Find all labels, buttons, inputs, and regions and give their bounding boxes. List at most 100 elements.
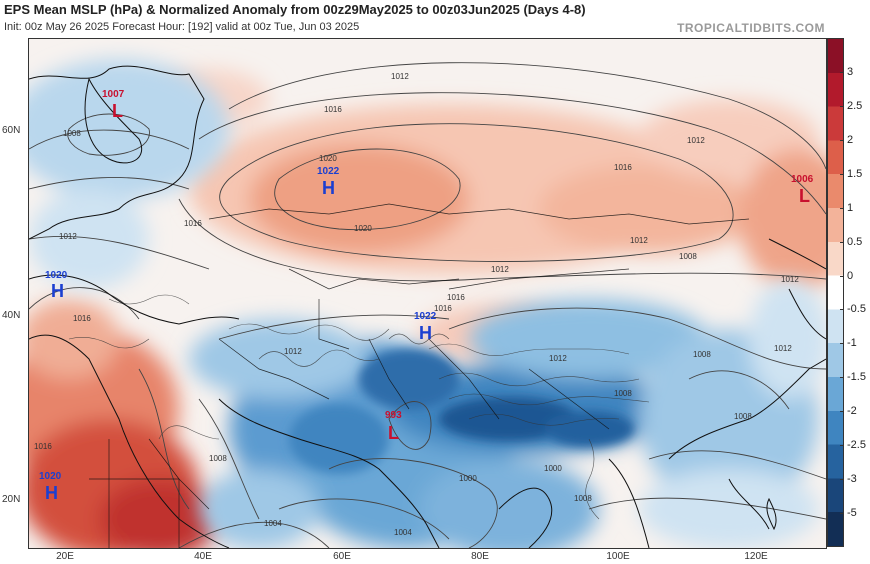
isobar-label: 1008 (574, 494, 592, 503)
colorbar-tick-label: 2 (847, 133, 854, 146)
isobar-label: 1008 (693, 350, 711, 359)
colorbar-tick-mark (840, 445, 844, 447)
colorbar-tick-mark (840, 411, 844, 413)
colorbar-tick-label: 0 (847, 269, 854, 282)
lon-label-80e: 80E (471, 551, 489, 562)
svg-text:1022: 1022 (317, 166, 340, 177)
svg-text:H: H (45, 483, 58, 503)
high-pressure-center: 1020 H (39, 471, 62, 503)
strong-negative-anomaly-fill (289, 349, 634, 474)
lat-label-40n: 40N (2, 310, 21, 321)
isobars (29, 62, 826, 548)
colorbar-tick-mark (840, 479, 844, 481)
isobar-label: 1016 (73, 314, 91, 323)
low-pressure-center: 1007 L (102, 89, 125, 121)
svg-text:1020: 1020 (45, 270, 68, 281)
map-title: EPS Mean MSLP (hPa) & Normalized Anomaly… (4, 2, 586, 17)
colorbar-tick-label: -2.5 (847, 439, 866, 452)
high-pressure-center: 1022 H (414, 311, 437, 343)
colorbar-tick-mark (840, 275, 844, 277)
lon-label-20e: 20E (56, 551, 74, 562)
colorbar-tick-label: 2.5 (847, 99, 863, 112)
isobar-label: 1020 (354, 224, 372, 233)
map-subtitle: Init: 00z May 26 2025 Forecast Hour: [19… (4, 21, 360, 33)
coastlines (29, 65, 826, 548)
colorbar-tick-label: -1.5 (847, 371, 866, 384)
isobar-label: 1008 (209, 454, 227, 463)
isobar-label: 1016 (324, 105, 342, 114)
lon-label-100e: 100E (606, 551, 630, 562)
country-borders (89, 203, 750, 548)
colorbar (827, 38, 844, 547)
isobar-label: 1012 (630, 236, 648, 245)
isobar-label: 1012 (781, 275, 799, 284)
isobar-label: 1008 (614, 389, 632, 398)
lon-label-40e: 40E (194, 551, 212, 562)
svg-text:1006: 1006 (791, 174, 814, 185)
svg-text:L: L (799, 186, 810, 206)
colorbar-tick-label: 1 (847, 201, 854, 214)
colorbar-tick-mark (840, 105, 844, 107)
svg-text:L: L (112, 101, 123, 121)
colorbar-tick-label: -3 (847, 473, 857, 486)
colorbar-tick-mark (840, 207, 844, 209)
svg-text:1007: 1007 (102, 89, 125, 100)
svg-text:1022: 1022 (414, 311, 437, 322)
colorbar-tick-label: -1 (847, 337, 857, 350)
isobar-label: 1004 (264, 519, 282, 528)
isobar-label: 1008 (734, 412, 752, 421)
isobar-label: 1016 (434, 304, 452, 313)
isobar-label: 1012 (391, 72, 409, 81)
lon-label-120e: 120E (744, 551, 768, 562)
svg-text:L: L (388, 423, 399, 443)
negative-anomaly-fill (29, 59, 826, 548)
colorbar-tick-label: 3 (847, 65, 854, 78)
terrain-contours (68, 294, 650, 520)
lat-label-20n: 20N (2, 494, 21, 505)
isobar-labels: 1012 1016 1020 1020 1016 1012 1012 1016 … (34, 72, 799, 537)
isobar-label: 1020 (319, 154, 337, 163)
pressure-centers: 1007 L 1022 H 1006 L 1020 H 1022 H 993 L (39, 89, 814, 503)
svg-text:993: 993 (385, 410, 402, 421)
colorbar-tick-mark (840, 377, 844, 379)
isobar-label: 1012 (549, 354, 567, 363)
colorbar-tick-mark (840, 173, 844, 175)
isobar-label: 1008 (679, 252, 697, 261)
lon-label-60e: 60E (333, 551, 351, 562)
positive-anomaly-fill (29, 69, 826, 548)
map-canvas: 1012 1016 1020 1020 1016 1012 1012 1016 … (29, 39, 826, 548)
colorbar-tick-label: -2 (847, 405, 857, 418)
colorbar-tick-label: -0.5 (847, 303, 866, 316)
isobar-label: 1012 (774, 344, 792, 353)
colorbar-tick-label: -5 (847, 507, 857, 520)
low-pressure-center: 993 L (385, 410, 402, 443)
isobar-label: 1016 (34, 442, 52, 451)
isobar-label: 1012 (59, 232, 77, 241)
colorbar-tick-mark (840, 309, 844, 311)
map-area: 1012 1016 1020 1020 1016 1012 1012 1016 … (28, 38, 827, 549)
isobar-label: 1004 (394, 528, 412, 537)
colorbar-tick-label: 1.5 (847, 167, 863, 180)
colorbar-tick-mark (840, 513, 844, 515)
isobar-label: 1000 (544, 464, 562, 473)
svg-text:H: H (322, 178, 335, 198)
high-pressure-center: 1022 H (317, 166, 340, 198)
isobar-label: 1000 (459, 474, 477, 483)
isobar-label: 1016 (184, 219, 202, 228)
svg-text:1020: 1020 (39, 471, 62, 482)
colorbar-tick-mark (840, 71, 844, 73)
isobar-label: 1016 (614, 163, 632, 172)
low-pressure-center: 1006 L (791, 174, 814, 206)
brand-watermark[interactable]: TROPICALTIDBITS.COM (677, 21, 825, 35)
svg-text:H: H (419, 323, 432, 343)
isobar-label: 1012 (687, 136, 705, 145)
colorbar-tick-label: 0.5 (847, 235, 863, 248)
colorbar-tick-mark (840, 139, 844, 141)
lat-label-60n: 60N (2, 125, 21, 136)
svg-text:H: H (51, 281, 64, 301)
isobar-label: 1012 (491, 265, 509, 274)
isobar-label: 1016 (447, 293, 465, 302)
high-pressure-center: 1020 H (45, 270, 68, 301)
isobar-label: 1008 (63, 129, 81, 138)
isobar-label: 1012 (284, 347, 302, 356)
